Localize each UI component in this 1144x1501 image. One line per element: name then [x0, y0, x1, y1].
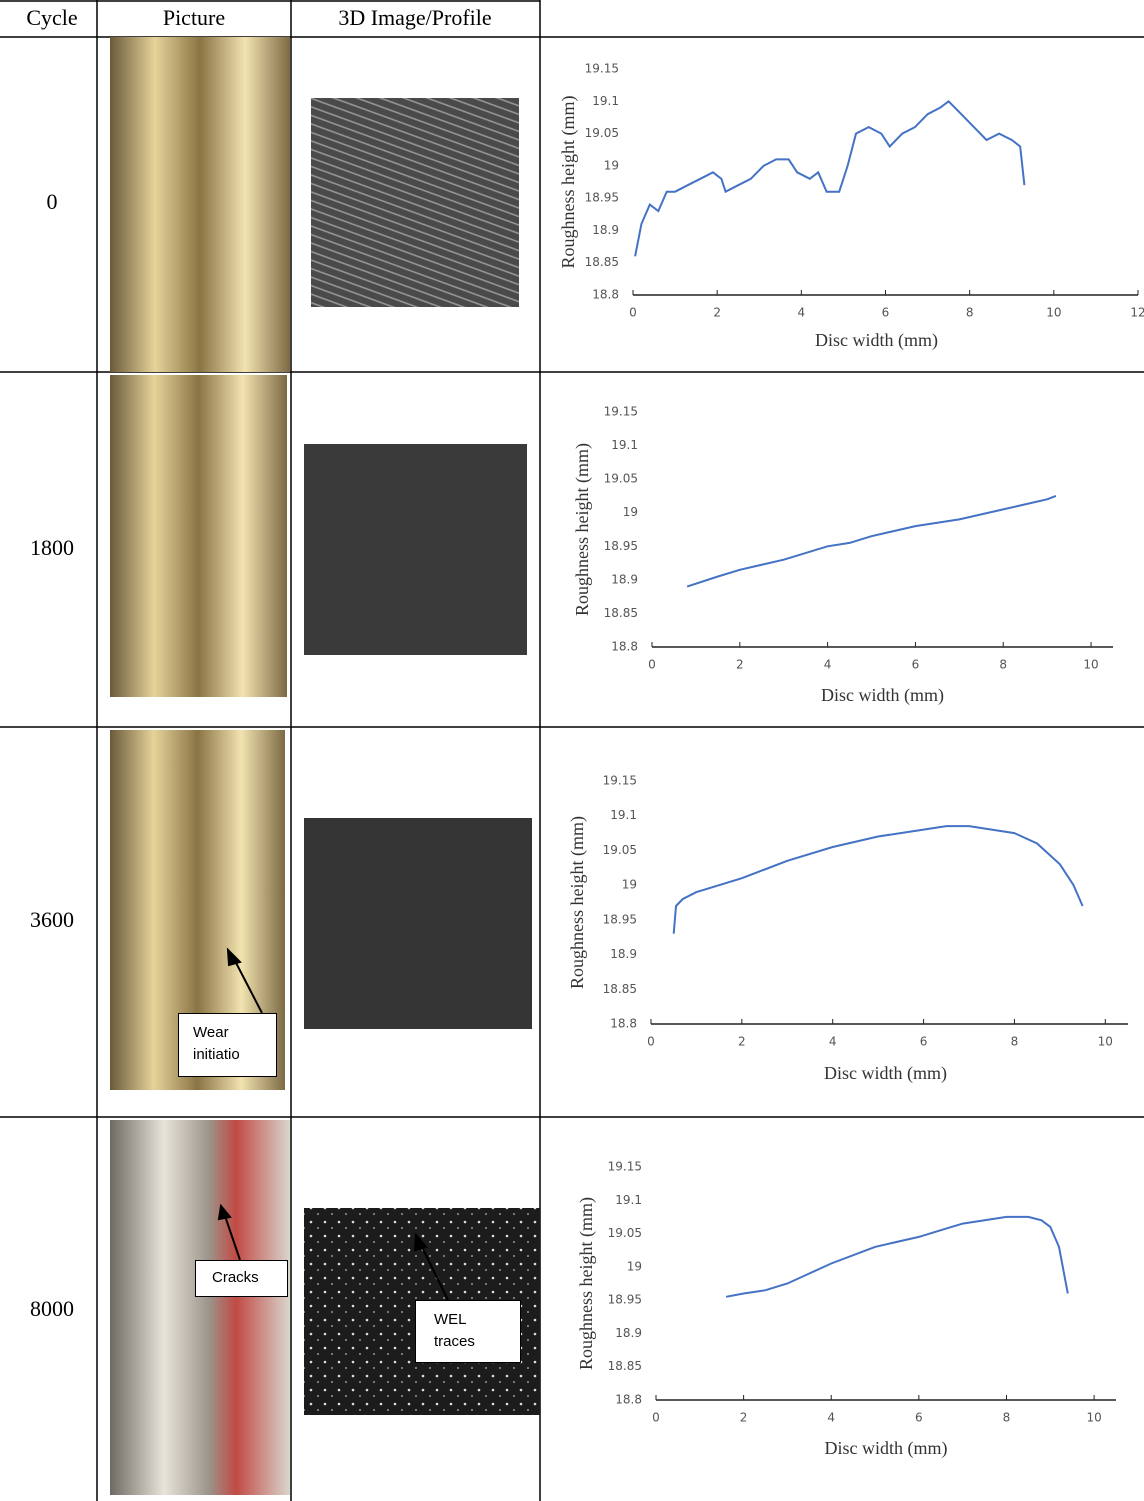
y-tick-label: 18.8 [615, 1393, 642, 1407]
x-tick-label: 0 [647, 1035, 655, 1049]
surface-image [304, 818, 532, 1029]
y-tick-label: 18.85 [585, 255, 619, 269]
line [726, 1217, 1068, 1297]
y-tick-label: 18.85 [604, 606, 638, 620]
photo [110, 37, 290, 372]
y-tick-label: 18.95 [608, 1293, 642, 1307]
y-tick-label: 18.95 [585, 191, 619, 205]
y-tick-label: 19.1 [611, 438, 638, 452]
x-axis-label: Disc width (mm) [825, 1438, 948, 1459]
y-tick-label: 19.05 [604, 472, 638, 486]
table: Cycle Picture 3D Image/Profile 0 1800 36… [0, 0, 1144, 1501]
photo [110, 1120, 290, 1495]
x-tick-label: 4 [829, 1035, 837, 1049]
surface-image [304, 444, 527, 655]
x-tick-label: 0 [648, 658, 656, 672]
y-axis-label: Roughness height (mm) [558, 96, 579, 269]
x-tick-label: 8 [966, 306, 974, 320]
y-tick-label: 19.15 [603, 774, 637, 788]
annotation: Cracks [195, 1260, 288, 1297]
x-tick-label: 10 [1083, 658, 1098, 672]
y-tick-label: 18.85 [608, 1359, 642, 1373]
x-tick-label: 2 [738, 1035, 746, 1049]
y-tick-label: 19.05 [603, 843, 637, 857]
header-cell: Cycle [26, 5, 77, 30]
header-cell: Picture [163, 5, 225, 30]
line [674, 826, 1083, 934]
y-tick-label: 18.8 [610, 1017, 637, 1031]
y-tick-label: 19 [623, 505, 638, 519]
y-tick-label: 19.15 [604, 405, 638, 419]
annotation: WEL traces [415, 1300, 521, 1363]
cycle: 0 [47, 189, 58, 214]
x-tick-label: 12 [1130, 306, 1144, 320]
x-axis-label: Disc width (mm) [821, 685, 944, 706]
y-tick-label: 18.9 [615, 1326, 642, 1340]
y-tick-label: 19 [622, 878, 637, 892]
y-tick-label: 18.9 [610, 947, 637, 961]
x-tick-label: 8 [999, 658, 1007, 672]
x-tick-label: 10 [1098, 1035, 1113, 1049]
y-tick-label: 18.85 [603, 982, 637, 996]
x-tick-label: 2 [740, 1411, 748, 1425]
y-tick-label: 18.95 [603, 912, 637, 926]
y-tick-label: 19.1 [610, 808, 637, 822]
line [635, 101, 1024, 256]
y-tick-label: 18.8 [592, 288, 619, 302]
x-tick-label: 4 [827, 1411, 835, 1425]
x-tick-label: 8 [1011, 1035, 1019, 1049]
header-cell: 3D Image/Profile [338, 5, 491, 30]
x-axis-label: Disc width (mm) [824, 1063, 947, 1084]
y-axis-label: Roughness height (mm) [572, 443, 593, 616]
y-tick-label: 19.15 [585, 62, 619, 76]
x-tick-label: 0 [652, 1411, 660, 1425]
x-tick-label: 2 [713, 306, 721, 320]
cycle: 8000 [30, 1296, 74, 1321]
cycle: 1800 [30, 535, 74, 560]
y-tick-label: 18.95 [604, 539, 638, 553]
y-tick-label: 19 [604, 158, 619, 172]
x-tick-label: 2 [736, 658, 744, 672]
x-axis-label: Disc width (mm) [815, 330, 938, 351]
x-tick-label: 6 [882, 306, 890, 320]
y-tick-label: 19.05 [585, 126, 619, 140]
y-axis-label: Roughness height (mm) [576, 1197, 597, 1370]
y-axis-label: Roughness height (mm) [567, 816, 588, 989]
y-tick-label: 18.9 [611, 572, 638, 586]
y-tick-label: 18.8 [611, 640, 638, 654]
x-tick-label: 0 [629, 306, 637, 320]
cycle: 3600 [30, 907, 74, 932]
y-tick-label: 19.1 [615, 1193, 642, 1207]
surface-image [311, 98, 519, 307]
y-tick-label: 19.05 [608, 1226, 642, 1240]
photo [110, 375, 287, 697]
x-tick-label: 4 [798, 306, 806, 320]
page: Cycle Picture 3D Image/Profile 0 1800 36… [0, 0, 1144, 1501]
x-tick-label: 10 [1046, 306, 1061, 320]
y-tick-label: 18.9 [592, 223, 619, 237]
y-tick-label: 19 [627, 1259, 642, 1273]
x-tick-label: 4 [824, 658, 832, 672]
y-tick-label: 19.1 [592, 94, 619, 108]
x-tick-label: 8 [1003, 1411, 1011, 1425]
line [687, 496, 1056, 587]
x-tick-label: 10 [1086, 1411, 1101, 1425]
y-tick-label: 19.15 [608, 1160, 642, 1174]
annotation: Wear initiatio [178, 1013, 277, 1077]
x-tick-label: 6 [912, 658, 920, 672]
x-tick-label: 6 [920, 1035, 928, 1049]
x-tick-label: 6 [915, 1411, 923, 1425]
